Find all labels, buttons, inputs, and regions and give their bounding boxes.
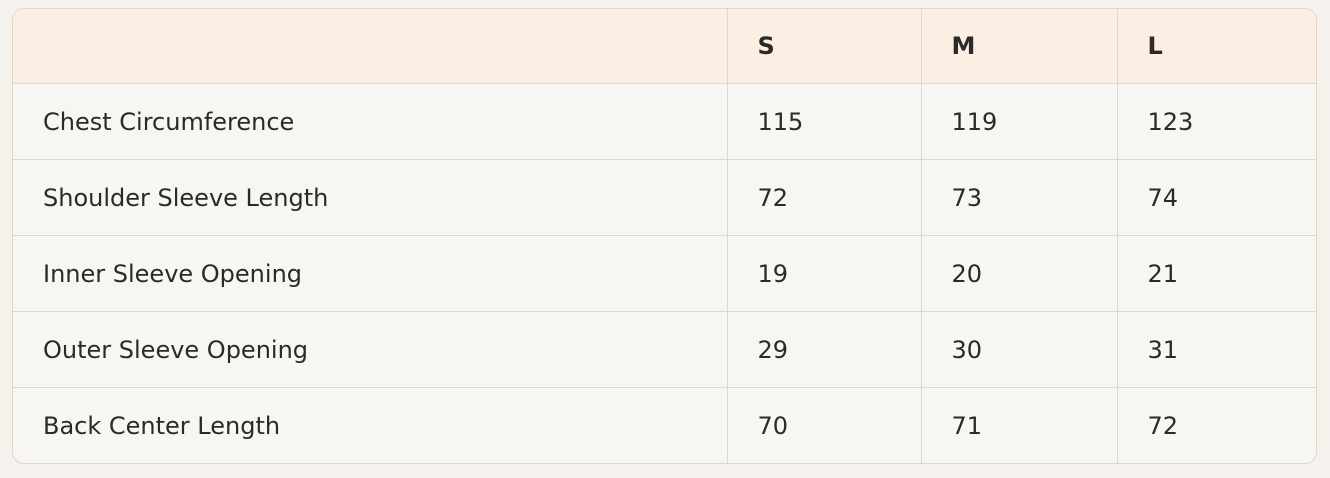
header-s: S	[726, 9, 921, 84]
size-table: S M L Chest Circumference 115 119 123 Should…	[13, 9, 1316, 463]
measurement-value: 119	[920, 83, 1117, 160]
measurement-label: Outer Sleeve Opening	[13, 311, 727, 388]
size-chart: S M L Chest Circumference 115 119 123 Should…	[12, 8, 1317, 464]
header-row: S M L	[13, 9, 1316, 84]
measurement-label: Back Center Length	[43, 411, 281, 440]
measurement-value: 73	[920, 159, 1117, 236]
header-l: L	[1116, 9, 1316, 84]
measurement-value: 31	[1116, 311, 1316, 388]
measurement-label: Chest Circumference	[13, 83, 727, 160]
measurement-value: 115	[726, 83, 921, 160]
measurement-value: 30	[920, 311, 1117, 388]
measurement-value: 72	[1116, 387, 1316, 463]
measurement-value: 19	[726, 235, 921, 312]
table-row: Chest Circumference 115 119 123	[13, 83, 1316, 160]
header-blank	[13, 9, 727, 84]
measurement-value: 29	[726, 311, 921, 388]
header-m: M	[920, 9, 1117, 84]
table-row: Back Center Length 70 71 72	[13, 387, 1316, 463]
measurement-value: 70	[726, 387, 921, 463]
measurement-label: Shoulder Sleeve Length	[13, 159, 727, 236]
table-row: Shoulder Sleeve Length 72 73 74	[13, 159, 1316, 236]
measurement-value: 20	[920, 235, 1117, 312]
table-row: Inner Sleeve Opening 19 20 21	[13, 235, 1316, 312]
measurement-value: 21	[1116, 235, 1316, 312]
measurement-value: 71	[920, 387, 1117, 463]
measurement-value: 74	[1116, 159, 1316, 236]
measurement-label: Inner Sleeve Opening	[13, 235, 727, 312]
measurement-value: 72	[726, 159, 921, 236]
measurement-value: 123	[1116, 83, 1316, 160]
table-row: Outer Sleeve Opening 29 30 31	[13, 311, 1316, 388]
